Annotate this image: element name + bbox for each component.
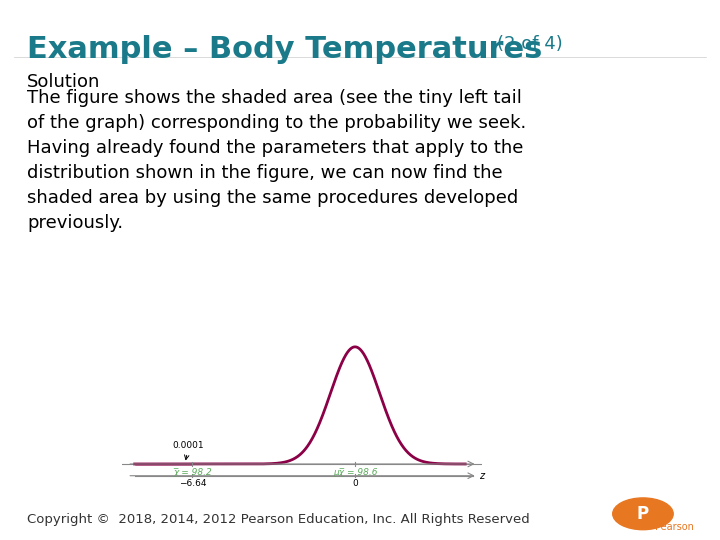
- Circle shape: [613, 498, 673, 530]
- Text: Example – Body Temperatures: Example – Body Temperatures: [27, 35, 543, 64]
- Text: 0: 0: [352, 478, 358, 488]
- Text: Solution: Solution: [27, 73, 101, 91]
- Text: Copyright ©  2018, 2014, 2012 Pearson Education, Inc. All Rights Reserved: Copyright © 2018, 2014, 2012 Pearson Edu…: [27, 514, 530, 526]
- Text: 0.0001: 0.0001: [173, 441, 204, 460]
- Text: (2 of 4): (2 of 4): [497, 35, 562, 53]
- Text: Pearson: Pearson: [655, 522, 694, 531]
- Text: P: P: [637, 505, 649, 523]
- Text: The figure shows the shaded area (see the tiny left tail
of the graph) correspon: The figure shows the shaded area (see th…: [27, 89, 526, 232]
- Text: χ̅ = 98.2: χ̅ = 98.2: [173, 468, 212, 476]
- Text: z: z: [479, 471, 484, 481]
- Text: −6.64: −6.64: [179, 478, 206, 488]
- Text: μχ̅ = 98.6: μχ̅ = 98.6: [333, 468, 377, 476]
